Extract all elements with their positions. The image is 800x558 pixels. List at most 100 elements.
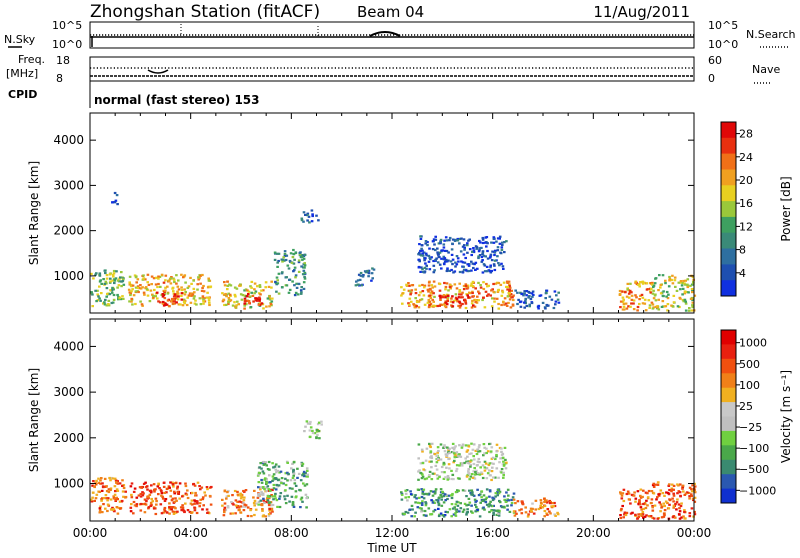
power-echo-cell	[424, 240, 428, 243]
velocity-echo-cell	[116, 489, 120, 492]
power-echo-cell	[225, 295, 228, 298]
velocity-echo-cell	[500, 471, 503, 474]
freq-unit: [MHz]	[6, 67, 38, 80]
power-echo-cell	[270, 286, 273, 289]
velocity-echo-cell	[464, 457, 467, 460]
velocity-echo-cell	[257, 481, 261, 484]
power-echo-cell	[400, 286, 403, 289]
power-echo-cell	[459, 304, 463, 307]
velocity-echo-cell	[260, 491, 263, 494]
velocity-echo-cell	[482, 443, 486, 446]
power-echo-cell	[683, 292, 687, 295]
velocity-echo-cell	[162, 481, 166, 484]
velocity-echo-cell	[470, 442, 473, 445]
velocity-echo-cell	[693, 485, 697, 488]
velocity-echo-cell	[680, 502, 683, 505]
power-echo-cell	[684, 283, 687, 286]
power-echo-cell	[303, 266, 306, 269]
power-echo-cell	[446, 294, 450, 297]
power-echo-cell	[518, 300, 522, 304]
velocity-echo-cell	[672, 484, 676, 487]
velocity-echo-cell	[663, 509, 667, 512]
power-echo-cell	[471, 299, 474, 302]
velocity-echo-cell	[487, 463, 491, 467]
power-echo-cell	[408, 284, 411, 287]
velocity-echo-cell	[470, 510, 473, 513]
velocity-echo-cell	[452, 461, 455, 464]
velocity-echo-cell	[624, 513, 628, 517]
velocity-echo-cell	[264, 461, 268, 464]
power-echo-cell	[445, 249, 449, 253]
velocity-echo-cell	[246, 514, 250, 518]
power-echo-cell	[638, 283, 641, 286]
power-echo-cell	[107, 303, 110, 306]
freq-label: Freq.	[18, 53, 45, 66]
velocity-echo-cell	[223, 506, 227, 509]
power-echo-cell	[183, 293, 187, 296]
power-echo-cell	[281, 260, 284, 263]
velocity-echo-cell	[450, 451, 454, 454]
power-echo-cell	[142, 274, 145, 277]
power-echo-cell	[423, 284, 427, 287]
power-echo-cell	[421, 270, 425, 274]
power-echo-cell	[238, 284, 241, 287]
velocity-echo-cell	[303, 430, 306, 433]
velocity-echo-cell	[257, 471, 261, 474]
power-echo-cell	[434, 304, 438, 308]
power-echo-cell	[454, 238, 458, 241]
velocity-echo-cell	[445, 466, 448, 469]
velocity-echo-cell	[275, 499, 279, 502]
power-echo-cell	[486, 270, 489, 273]
power-echo-cell	[296, 293, 300, 296]
power-echo-cell	[98, 280, 102, 283]
velocity-echo-cell	[672, 488, 675, 491]
power-echo-cell	[423, 266, 427, 269]
power-echo-cell	[686, 278, 690, 281]
power-echo-cell	[142, 291, 146, 294]
velocity-echo-cell	[440, 504, 444, 507]
power-echo-cell	[478, 254, 482, 257]
velocity-echo-cell	[265, 464, 268, 467]
power-echo-cell	[98, 285, 101, 288]
power-echo-cell	[292, 270, 295, 273]
power-echo-cell	[257, 303, 261, 306]
velocity-echo-cell	[472, 462, 476, 466]
velocity-echo-cell	[311, 431, 315, 435]
velocity-echo-cell	[316, 433, 319, 436]
power-echo-cell	[152, 296, 155, 299]
velocity-echo-cell	[269, 489, 272, 492]
velocity-echo-cell	[688, 486, 692, 489]
velocity-echo-cell	[629, 502, 632, 505]
velocity-colorbar-segment	[721, 416, 736, 432]
power-echo-cell	[287, 291, 291, 294]
power-echo-cell	[258, 284, 262, 287]
power-echo-cell	[691, 275, 695, 279]
power-echo-cell	[470, 253, 473, 257]
power-echo-cell	[128, 275, 132, 278]
power-echo-cell	[626, 288, 629, 291]
power-echo-cell	[530, 301, 534, 305]
power-echo-cell	[419, 291, 422, 294]
power-echo-cell	[109, 277, 112, 280]
velocity-echo-cell	[101, 511, 104, 514]
velocity-echo-cell	[488, 442, 491, 446]
power-echo-cell	[164, 274, 168, 277]
power-echo-cell	[190, 282, 193, 285]
velocity-echo-cell	[401, 512, 405, 515]
power-echo-cell	[432, 300, 435, 303]
power-echo-cell	[523, 306, 526, 309]
power-echo-cell	[419, 270, 422, 273]
velocity-echo-cell	[165, 491, 168, 494]
velocity-echo-cell	[198, 485, 201, 488]
velocity-echo-cell	[287, 472, 290, 476]
velocity-echo-cell	[226, 491, 229, 494]
power-echo-cell	[418, 258, 421, 261]
power-echo-cell	[491, 250, 494, 253]
velocity-echo-cell	[231, 494, 234, 497]
velocity-echo-cell	[424, 514, 428, 517]
velocity-echo-cell	[483, 446, 486, 449]
power-colorbar-segment	[721, 185, 736, 202]
velocity-echo-cell	[261, 486, 265, 489]
power-echo-cell	[482, 281, 485, 284]
